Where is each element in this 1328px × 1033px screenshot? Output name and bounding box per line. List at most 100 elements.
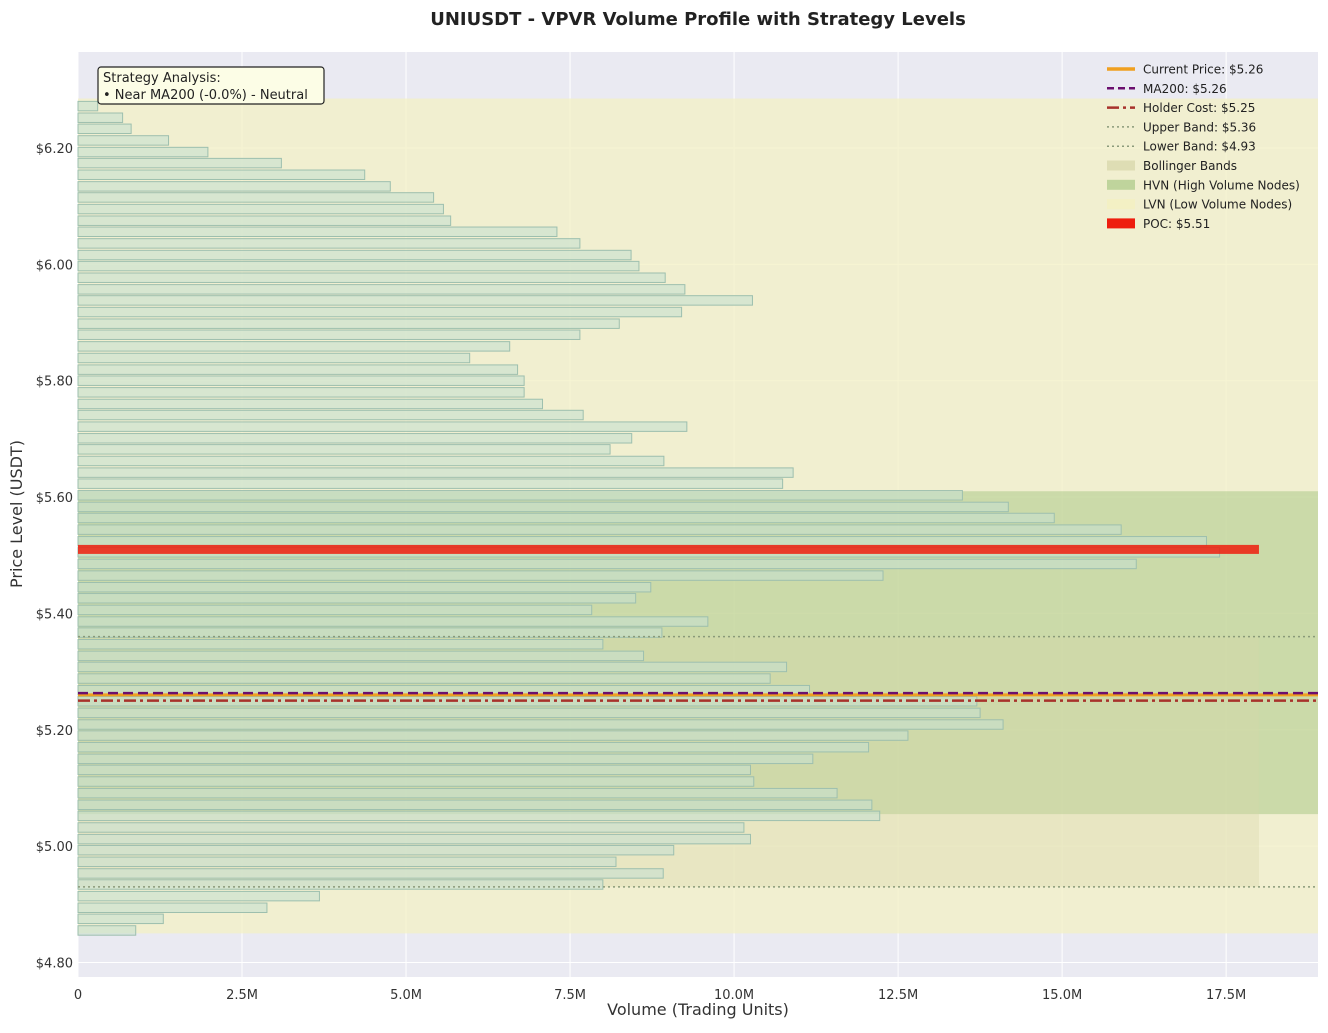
legend-label: Current Price: $5.26 (1143, 63, 1263, 77)
annotation-title: Strategy Analysis: (103, 71, 221, 86)
volume-bar (77, 444, 611, 455)
volume-bar (77, 272, 666, 283)
volume-bar (77, 455, 665, 467)
volume-bar (77, 844, 675, 856)
volume-bar (77, 192, 435, 203)
legend-swatch-patch (1107, 199, 1135, 210)
volume-bar (77, 902, 268, 914)
volume-bar (77, 673, 771, 684)
volume-bar (77, 249, 632, 261)
volume-bar (77, 913, 164, 925)
legend-label: Bollinger Bands (1143, 159, 1237, 173)
x-tick-label: 15.0M (1042, 988, 1082, 1003)
chart-title: UNIUSDT - VPVR Volume Profile with Strat… (430, 9, 966, 30)
legend-swatch-patch (1107, 160, 1135, 171)
axes: 0 2.5M 5.0M 7.5M 10.0M 12.5M 15.0M 17.5M $4.80 $5… (36, 142, 1246, 1003)
volume-bar (77, 856, 617, 868)
volume-bar (77, 433, 633, 444)
volume-bar (77, 203, 444, 215)
legend-label: Lower Band: $4.93 (1143, 140, 1256, 154)
legend-label: Holder Cost: $5.25 (1143, 101, 1255, 115)
volume-bar (77, 295, 753, 306)
x-axis-label: Volume (Trading Units) (607, 1000, 789, 1019)
volume-bars (77, 100, 1259, 936)
volume-bar (77, 490, 963, 501)
volume-bar (77, 260, 640, 272)
legend-label: HVN (High Volume Nodes) (1143, 178, 1300, 192)
volume-bar (77, 421, 688, 432)
legend-label: Upper Band: $5.36 (1143, 120, 1256, 134)
volume-bar (77, 787, 838, 799)
volume-bar (77, 650, 645, 662)
volume-bar (77, 719, 1004, 730)
volume-bar (77, 879, 604, 890)
volume-bar (77, 776, 755, 787)
strategy-annotation: Strategy Analysis: • Near MA200 (-0.0%) … (97, 66, 325, 105)
volume-bar (77, 467, 794, 478)
x-tick-label: 10.0M (714, 988, 754, 1003)
x-tick-label: 2.5M (226, 988, 258, 1003)
annotation-line: • Near MA200 (-0.0%) - Neutral (103, 88, 308, 103)
volume-bar (77, 707, 981, 719)
x-tick-label: 0 (74, 988, 82, 1003)
volume-bar (77, 341, 511, 352)
volume-bar (77, 387, 525, 398)
y-tick-label: $5.60 (36, 491, 73, 506)
volume-bar (77, 157, 282, 169)
legend: Current Price: $5.26 MA200: $5.26 Holder C… (1107, 63, 1300, 231)
volume-bar (77, 112, 124, 123)
legend-swatch-patch (1107, 218, 1135, 229)
x-tick-label: 5.0M (390, 988, 422, 1003)
volume-bar (77, 318, 620, 329)
volume-bar (77, 123, 132, 135)
volume-bar (77, 238, 581, 249)
legend-label: LVN (Low Volume Nodes) (1143, 198, 1292, 212)
poc-bar (78, 544, 1259, 554)
x-tick-label: 12.5M (878, 988, 918, 1003)
volume-bar (77, 375, 525, 386)
volume-bar (77, 536, 1207, 547)
volume-bar (77, 364, 519, 375)
volume-bar (77, 501, 1009, 513)
volume-bar (77, 512, 1055, 524)
volume-bar (77, 616, 709, 627)
y-tick-label: $6.00 (36, 258, 73, 273)
volume-bar (77, 890, 320, 902)
volume-bar (77, 741, 870, 753)
volume-bar (77, 925, 137, 936)
volume-bar (77, 169, 366, 180)
volume-bar (77, 558, 1137, 570)
volume-bar (77, 661, 788, 673)
volume-bar (77, 593, 637, 604)
legend-swatch-patch (1107, 179, 1135, 190)
volume-bar (77, 306, 683, 318)
legend-label: POC: $5.51 (1143, 217, 1210, 231)
volume-bar (77, 581, 652, 593)
y-tick-label: $5.40 (36, 607, 73, 622)
y-tick-label: $5.20 (36, 724, 73, 739)
volume-bar (77, 868, 664, 879)
level-lines (78, 635, 1318, 888)
y-tick-label: $5.00 (36, 840, 73, 855)
volume-bar (77, 627, 663, 638)
volume-bar (77, 833, 751, 845)
volume-bar (77, 524, 1122, 535)
volume-bar (77, 181, 391, 192)
volume-bar (77, 100, 99, 112)
volume-bar (77, 730, 909, 741)
volume-bar (77, 822, 745, 833)
volume-bar (77, 215, 452, 226)
volume-bar (77, 135, 170, 146)
volume-bar (77, 352, 471, 364)
volume-bar (77, 329, 581, 340)
volume-bar (77, 639, 604, 650)
volume-bar (77, 753, 814, 765)
volume-bar (77, 284, 686, 295)
y-tick-label: $4.80 (36, 956, 73, 971)
volume-bar (77, 799, 873, 811)
volume-bar (77, 764, 751, 776)
y-axis-label: Price Level (USDT) (7, 440, 26, 588)
x-tick-label: 7.5M (554, 988, 586, 1003)
y-tick-label: $6.20 (36, 142, 73, 157)
